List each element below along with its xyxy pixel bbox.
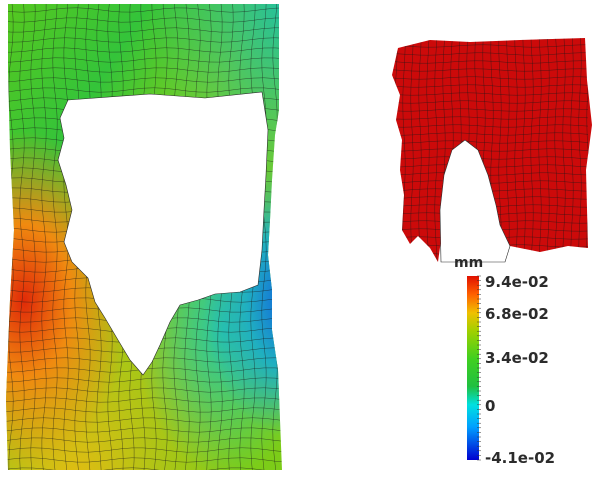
legend-ticks (477, 275, 481, 461)
legend-unit-label: mm (454, 255, 483, 271)
color-legend: mm 9.4e-02 6.8e-02 3.4e-02 0 -4.1e-02 (454, 255, 555, 467)
left-part-hole (57, 91, 269, 376)
legend-tick-label: 6.8e-02 (485, 305, 549, 323)
legend-color-bar (467, 276, 479, 460)
right-part-hole (439, 139, 511, 263)
legend-tick-label: 9.4e-02 (485, 273, 549, 291)
legend-tick-label: 0 (485, 397, 495, 415)
legend-tick-label: 3.4e-02 (485, 349, 549, 367)
legend-tick-label: -4.1e-02 (485, 449, 555, 467)
